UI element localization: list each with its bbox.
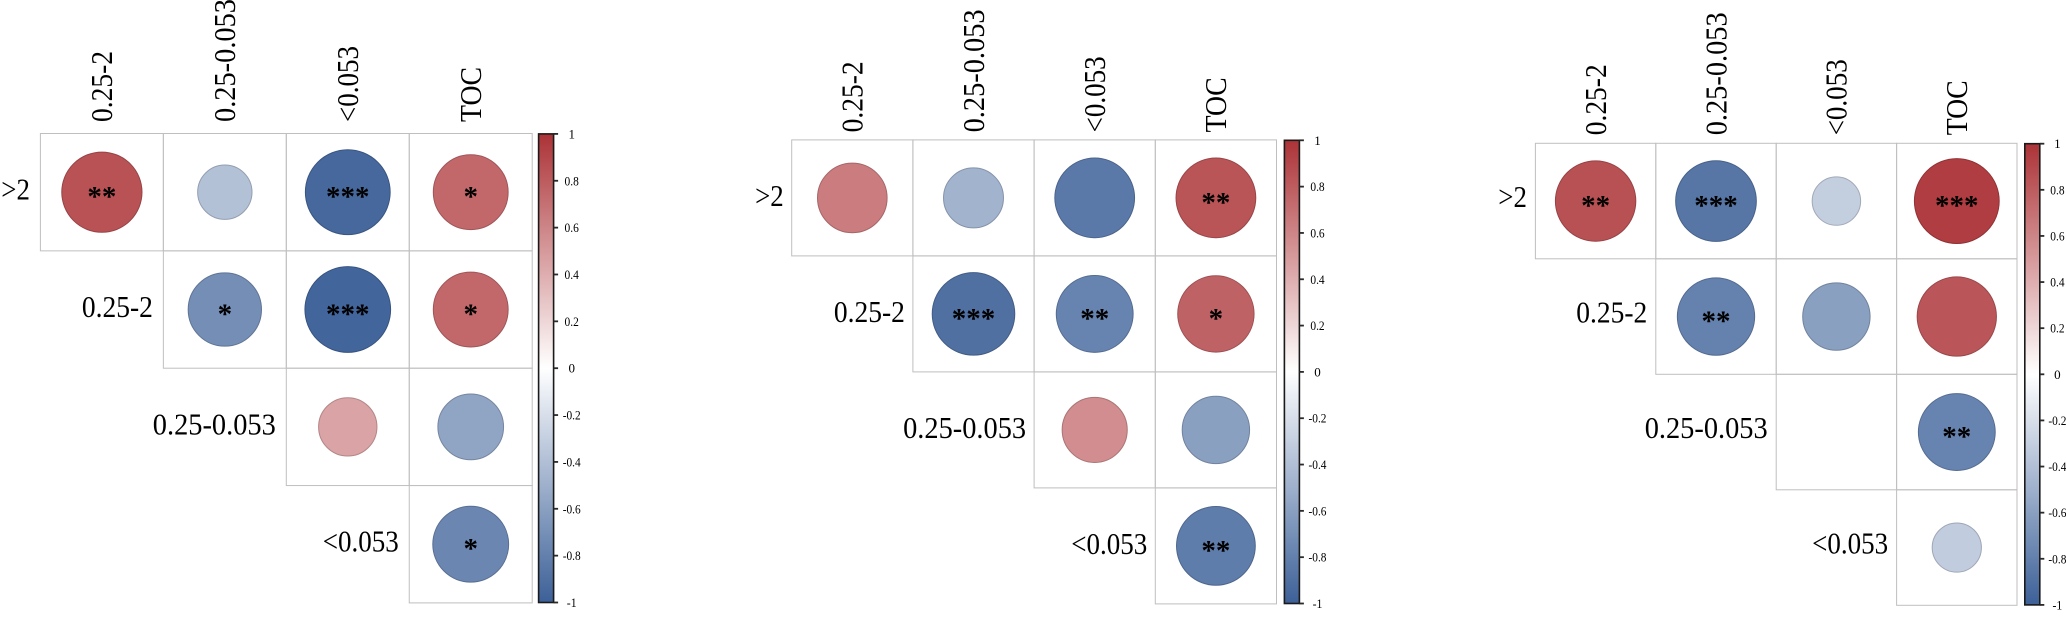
svg-text:>2: >2	[1498, 179, 1527, 214]
svg-text:*: *	[218, 299, 233, 331]
svg-text:0.25-2: 0.25-2	[84, 51, 119, 122]
svg-text:0.8: 0.8	[1310, 179, 1324, 194]
svg-text:**: **	[1201, 187, 1230, 219]
svg-text:<0.053: <0.053	[1071, 526, 1147, 561]
svg-text:0.25-0.053: 0.25-0.053	[1645, 410, 1768, 445]
svg-text:0.2: 0.2	[1310, 318, 1324, 333]
svg-text:0.8: 0.8	[2050, 182, 2064, 197]
svg-text:<0.053: <0.053	[323, 524, 399, 559]
svg-text:1: 1	[1314, 133, 1321, 148]
svg-text:*: *	[463, 299, 478, 331]
svg-text:TOC: TOC	[1939, 80, 1974, 135]
svg-text:0.2: 0.2	[2050, 321, 2064, 336]
svg-text:0.25-2: 0.25-2	[835, 61, 870, 132]
svg-text:-0.2: -0.2	[2048, 413, 2066, 428]
svg-text:0: 0	[568, 361, 575, 376]
svg-text:0.25-2: 0.25-2	[1578, 64, 1613, 135]
svg-text:0.4: 0.4	[1310, 272, 1325, 287]
svg-text:>2: >2	[755, 178, 784, 213]
svg-text:0.25-0.053: 0.25-0.053	[903, 410, 1026, 445]
svg-text:**: **	[1201, 535, 1230, 567]
svg-text:1: 1	[568, 126, 575, 141]
svg-text:0.8: 0.8	[565, 173, 579, 188]
svg-text:0.4: 0.4	[565, 267, 580, 282]
svg-text:TOC: TOC	[453, 67, 488, 122]
svg-text:0.6: 0.6	[565, 220, 580, 235]
svg-text:-0.4: -0.4	[2048, 459, 2066, 474]
svg-text:-0.6: -0.6	[563, 501, 581, 516]
svg-text:0.4: 0.4	[2050, 275, 2065, 290]
svg-text:-0.8: -0.8	[2048, 551, 2066, 566]
svg-text:*: *	[463, 181, 478, 213]
svg-text:-0.8: -0.8	[563, 548, 581, 563]
svg-text:***: ***	[326, 181, 370, 213]
svg-text:<0.053: <0.053	[1812, 526, 1888, 561]
svg-text:**: **	[1581, 190, 1610, 222]
svg-text:<0.053: <0.053	[1077, 56, 1112, 132]
svg-text:-0.4: -0.4	[1309, 457, 1327, 472]
svg-text:-0.4: -0.4	[563, 454, 581, 469]
svg-text:**: **	[1942, 421, 1971, 453]
svg-text:0.25-0.053: 0.25-0.053	[207, 0, 242, 122]
svg-text:0: 0	[2054, 367, 2061, 382]
svg-text:0.6: 0.6	[2050, 228, 2065, 243]
svg-text:***: ***	[1694, 190, 1738, 222]
svg-text:0.25-2: 0.25-2	[82, 289, 153, 324]
svg-text:-1: -1	[2053, 597, 2063, 612]
svg-text:*: *	[1209, 303, 1224, 335]
svg-text:**: **	[87, 181, 116, 213]
svg-text:<0.053: <0.053	[1819, 59, 1854, 135]
svg-text:0.25-0.053: 0.25-0.053	[1698, 12, 1733, 135]
svg-text:0.25-2: 0.25-2	[1576, 295, 1647, 330]
svg-text:***: ***	[952, 303, 996, 335]
svg-text:0.2: 0.2	[565, 314, 579, 329]
svg-text:1: 1	[2054, 136, 2061, 151]
svg-text:0.25-0.053: 0.25-0.053	[956, 9, 991, 132]
svg-text:**: **	[1080, 303, 1109, 335]
svg-text:>2: >2	[1, 172, 30, 207]
svg-text:*: *	[463, 533, 478, 565]
svg-text:-0.8: -0.8	[1309, 550, 1327, 565]
svg-text:-1: -1	[1313, 596, 1323, 611]
svg-text:***: ***	[1935, 190, 1979, 222]
svg-text:0.25-0.053: 0.25-0.053	[153, 406, 276, 441]
svg-text:-1: -1	[567, 595, 577, 610]
svg-text:-0.6: -0.6	[1309, 503, 1327, 518]
svg-text:***: ***	[326, 299, 370, 331]
svg-text:0.6: 0.6	[1310, 225, 1325, 240]
svg-text:TOC: TOC	[1198, 77, 1233, 132]
svg-text:-0.6: -0.6	[2048, 505, 2066, 520]
svg-text:**: **	[1702, 306, 1731, 338]
svg-text:<0.053: <0.053	[330, 46, 365, 122]
svg-text:-0.2: -0.2	[1309, 411, 1327, 426]
svg-text:-0.2: -0.2	[563, 408, 581, 423]
svg-text:0: 0	[1314, 364, 1321, 379]
svg-text:0.25-2: 0.25-2	[834, 294, 905, 329]
